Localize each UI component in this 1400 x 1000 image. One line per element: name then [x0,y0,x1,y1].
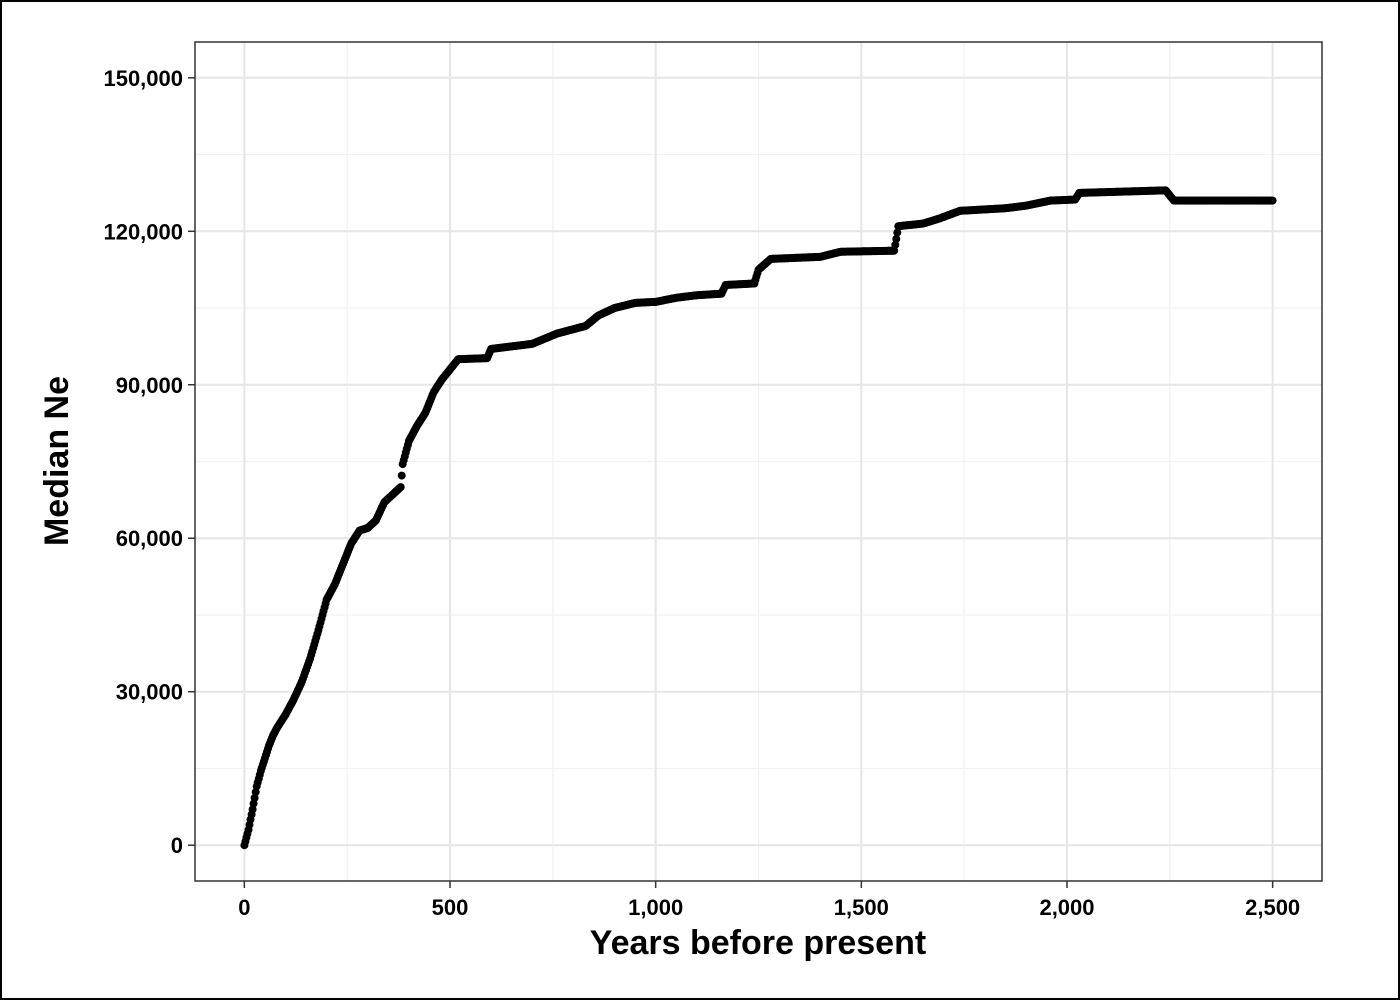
data-point [1268,196,1277,205]
y-tick-label: 60,000 [116,526,183,551]
y-axis-title: Median Ne [38,376,76,546]
data-point [890,246,899,255]
y-tick-label: 120,000 [103,219,183,244]
y-tick-label: 30,000 [116,680,183,705]
x-tick-label: 2,500 [1245,895,1300,920]
data-point [396,483,405,492]
data-point [397,471,406,480]
y-tick-label: 0 [171,833,183,858]
x-axis-title: Years before present [590,924,926,962]
plot-panel-border [194,41,1323,882]
y-tick-label: 150,000 [103,66,183,91]
x-tick-label: 1,500 [834,895,889,920]
data-point [892,235,901,243]
x-tick-label: 500 [432,895,469,920]
grid-lines [195,42,1322,881]
y-tick-label: 90,000 [116,373,183,398]
data-point [893,228,902,237]
x-tick-label: 0 [238,895,250,920]
x-tick-label: 1,000 [628,895,683,920]
axes: 0 500 1,000 1,500 2,000 2,500 0 30,000 60,000 90,… [103,66,1300,920]
data-points [240,186,1277,850]
x-tick-label: 2,000 [1039,895,1094,920]
